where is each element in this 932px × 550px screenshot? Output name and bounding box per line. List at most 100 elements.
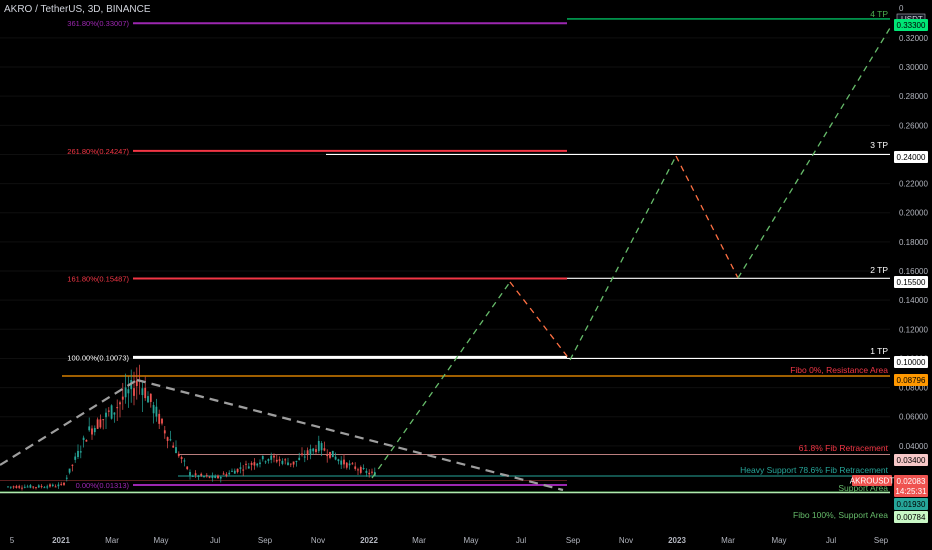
candle-body bbox=[26, 486, 29, 488]
candle-body bbox=[303, 456, 306, 458]
price-tag bbox=[894, 356, 928, 368]
grid bbox=[0, 37, 890, 447]
countdown-label: 14:25:31 bbox=[895, 487, 927, 496]
x-tick-label: 2022 bbox=[360, 536, 378, 545]
fib-label: 161.80%(0.15487) bbox=[67, 274, 129, 283]
x-tick-label: Mar bbox=[412, 536, 426, 545]
candle-body bbox=[107, 410, 110, 412]
candle-body bbox=[180, 457, 183, 460]
candle-body bbox=[169, 439, 172, 441]
y-tick-label: 0.20000 bbox=[899, 209, 928, 218]
candle-body bbox=[264, 461, 267, 463]
candle-body bbox=[105, 412, 107, 418]
x-tick-label: Nov bbox=[619, 536, 633, 545]
current-price-label: 0.02083 bbox=[897, 477, 926, 486]
x-tick-label: Mar bbox=[105, 536, 119, 545]
candle-body bbox=[79, 451, 82, 453]
candle-body bbox=[124, 387, 127, 398]
candle-body bbox=[295, 460, 298, 462]
candle-body bbox=[231, 470, 233, 472]
candle-body bbox=[345, 462, 348, 468]
annotation-label: Fibo 0%, Resistance Area bbox=[790, 365, 888, 375]
fib-label: 261.80%(0.24247) bbox=[67, 147, 129, 156]
price-tag bbox=[894, 511, 928, 523]
candle-body bbox=[236, 468, 239, 473]
candle-body bbox=[183, 460, 186, 462]
annotation-label: 2 TP bbox=[870, 265, 888, 275]
candle-body bbox=[7, 486, 9, 488]
price-tag-label: 0.24000 bbox=[897, 153, 926, 162]
projection-up-leg bbox=[371, 281, 511, 479]
projection-down-leg bbox=[675, 155, 739, 279]
candle-body bbox=[88, 426, 91, 431]
annotation-label: Fibo 100%, Support Area bbox=[793, 510, 888, 520]
candle-body bbox=[217, 475, 219, 479]
price-tag-label: 0.15500 bbox=[897, 278, 926, 287]
candle-body bbox=[116, 407, 119, 409]
x-tick-label: Nov bbox=[311, 536, 325, 545]
candle-body bbox=[51, 484, 54, 486]
horizontal-levels bbox=[0, 18, 890, 494]
y-tick-label: 0.30000 bbox=[899, 63, 928, 72]
candle-body bbox=[93, 428, 96, 433]
candle-body bbox=[49, 484, 51, 487]
candle-body bbox=[91, 428, 93, 435]
trendlines bbox=[0, 378, 564, 492]
candle-body bbox=[298, 457, 301, 460]
candle-body bbox=[259, 462, 261, 465]
candle-body bbox=[186, 466, 189, 470]
candle-body bbox=[35, 487, 37, 489]
candle-body bbox=[85, 439, 88, 442]
candle-body bbox=[161, 418, 163, 424]
x-tick-label: May bbox=[153, 536, 168, 545]
candle-body bbox=[21, 487, 23, 489]
candle-body bbox=[141, 388, 144, 396]
x-tick-label: 2023 bbox=[668, 536, 686, 545]
candle-body bbox=[82, 437, 85, 441]
candle-body bbox=[102, 419, 105, 421]
candle-body bbox=[60, 483, 63, 485]
candle-body bbox=[54, 486, 57, 488]
x-tick-label: Jul bbox=[210, 536, 220, 545]
candle-body bbox=[194, 473, 197, 475]
candle-body bbox=[267, 459, 270, 461]
downtrend-line bbox=[136, 378, 564, 492]
x-tick-label: Jul bbox=[826, 536, 836, 545]
x-tick-label: Sep bbox=[258, 536, 273, 545]
candle-body bbox=[253, 462, 256, 466]
candle-body bbox=[270, 455, 273, 460]
candle-body bbox=[119, 402, 121, 405]
annotation-label: Support Area bbox=[838, 483, 888, 493]
projection-up-leg bbox=[737, 27, 891, 279]
candle-body bbox=[211, 475, 214, 479]
candle-body bbox=[71, 464, 74, 466]
candle-body bbox=[74, 456, 77, 460]
current-price-tag bbox=[894, 475, 928, 497]
candle-body bbox=[65, 477, 68, 479]
fib-levels: 361.80%(0.33007) 261.80%(0.24247) 161.80%(… bbox=[67, 19, 567, 490]
candle-body bbox=[175, 447, 177, 454]
candle-body bbox=[292, 461, 295, 465]
candle-body bbox=[15, 486, 18, 488]
candle-body bbox=[63, 482, 65, 485]
candle-body bbox=[312, 448, 315, 452]
chart-title: AKRO / TetherUS, 3D, BINANCE bbox=[4, 4, 151, 15]
uptrend-line bbox=[0, 379, 138, 466]
candle-body bbox=[222, 473, 225, 475]
price-tag bbox=[894, 374, 928, 386]
candle-body bbox=[343, 459, 345, 465]
candle-body bbox=[135, 380, 138, 387]
candle-body bbox=[365, 470, 368, 473]
candle-body bbox=[172, 445, 175, 448]
candle-body bbox=[250, 463, 253, 465]
candle-body bbox=[273, 455, 275, 458]
candle-body bbox=[23, 486, 26, 488]
candle-body bbox=[155, 406, 158, 417]
candle-body bbox=[287, 462, 289, 466]
candle-body bbox=[133, 388, 135, 396]
candle-body bbox=[43, 487, 46, 489]
candle-body bbox=[127, 389, 130, 394]
x-axis: 5 2021 Mar May Jul Sep Nov 2022 Mar May Jul Sep Nov 2… bbox=[10, 536, 889, 545]
price-tag-label: 0.33300 bbox=[897, 21, 926, 30]
